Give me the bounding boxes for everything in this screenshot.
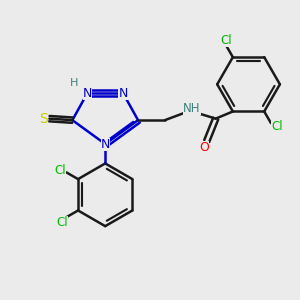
Text: Cl: Cl [220, 34, 232, 46]
Text: N: N [100, 137, 110, 151]
Text: Cl: Cl [56, 216, 68, 229]
Text: NH: NH [183, 102, 201, 115]
Text: N: N [118, 87, 128, 100]
Text: Cl: Cl [54, 164, 66, 176]
Text: Cl: Cl [271, 120, 283, 133]
Text: O: O [199, 140, 209, 154]
Text: H: H [70, 78, 78, 88]
Text: N: N [82, 87, 92, 100]
Text: S: S [40, 112, 48, 126]
